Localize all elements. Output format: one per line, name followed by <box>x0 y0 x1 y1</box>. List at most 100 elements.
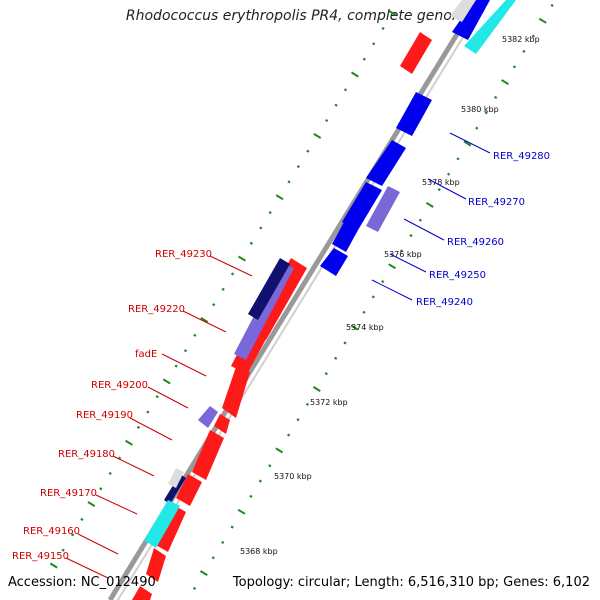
minor-tick-dot <box>296 418 300 422</box>
tick-dots <box>49 3 554 591</box>
gene-label[interactable]: RER_49160 <box>23 526 80 537</box>
minor-tick-dot <box>325 118 329 123</box>
minor-tick-dot <box>268 464 272 468</box>
minor-tick-dot <box>334 356 338 360</box>
feature-purple[interactable] <box>198 406 218 428</box>
minor-tick-dot <box>550 3 554 7</box>
minor-tick-dot <box>155 395 159 399</box>
minor-tick-dot <box>409 233 413 238</box>
leader-line <box>95 494 138 515</box>
gene-arrow-reverse[interactable] <box>154 504 186 552</box>
major-tick-mark <box>350 71 359 78</box>
feature-cyan[interactable] <box>144 500 180 548</box>
tick-label-5372: 5372 kbp <box>310 398 348 407</box>
gene-arrow-reverse[interactable] <box>222 364 250 418</box>
minor-tick-dot <box>183 349 188 353</box>
minor-tick-dot <box>381 280 385 284</box>
gene-label[interactable]: RER_49200 <box>91 380 148 391</box>
minor-tick-dot <box>324 372 328 376</box>
tick-label-5382: 5382 kbp <box>502 35 540 44</box>
tick-label-5376: 5376 kbp <box>384 250 422 259</box>
gene-label[interactable]: RER_49190 <box>76 410 133 421</box>
gene-arrow-forward[interactable] <box>452 0 490 40</box>
major-tick-mark <box>275 194 284 201</box>
gene-label[interactable]: RER_49250 <box>429 270 486 281</box>
gene-arrow-reverse[interactable] <box>176 474 202 506</box>
gene-label[interactable]: fadE <box>135 349 157 360</box>
gene-label[interactable]: RER_49240 <box>416 297 473 308</box>
leader-line <box>389 253 427 273</box>
minor-tick-dot <box>343 88 348 92</box>
minor-tick-dot <box>287 433 291 437</box>
gene-arrow-forward[interactable] <box>320 248 348 276</box>
minor-tick-dot <box>306 149 310 153</box>
major-tick-mark <box>313 132 322 139</box>
minor-tick-dot <box>211 556 215 560</box>
feature-navy[interactable] <box>164 474 186 504</box>
gene-arrow-reverse[interactable] <box>146 548 166 582</box>
forward-strand-genes <box>320 0 490 276</box>
feature-grey-bar <box>450 0 476 22</box>
accession-label: Accession: NC_012490 <box>8 575 156 590</box>
minor-tick-dot <box>212 303 216 307</box>
minor-tick-dot <box>258 479 262 483</box>
tick-label-5380: 5380 kbp <box>461 105 499 114</box>
minor-tick-dot <box>381 26 385 31</box>
gene-label[interactable]: RER_49260 <box>447 237 504 248</box>
feature-navy[interactable] <box>248 258 290 320</box>
gene-arrow-reverse[interactable] <box>192 430 224 480</box>
gene-arrow-forward[interactable] <box>342 182 382 230</box>
minor-tick-dot <box>362 57 366 61</box>
reverse-gene-labels: RER_49230 RER_49220 fadE RER_49200 RER_4… <box>12 249 212 562</box>
minor-tick-dot <box>362 310 366 314</box>
minor-tick-dot <box>192 586 197 591</box>
minor-tick-dot <box>531 34 535 38</box>
gene-arrow-forward[interactable] <box>396 92 432 136</box>
gene-label[interactable]: RER_49170 <box>40 488 97 499</box>
gene-arrow-reverse[interactable] <box>214 414 230 434</box>
map-title: Rhodococcus erythropolis PR4, complete g… <box>125 8 475 24</box>
forward-gene-labels: RER_49280 RER_49270 RER_49260 RER_49250 … <box>416 151 550 308</box>
feature-cyan[interactable] <box>464 0 516 54</box>
forward-gene-leaders <box>371 132 491 301</box>
minor-tick-dot <box>146 410 150 414</box>
minor-tick-dot <box>70 533 75 537</box>
gene-label[interactable]: RER_49230 <box>155 249 212 260</box>
major-tick-mark <box>388 263 397 270</box>
feature-purple[interactable] <box>366 186 400 232</box>
gene-label[interactable]: RER_49180 <box>58 449 115 460</box>
minor-tick-dot <box>447 172 451 176</box>
minor-tick-dot <box>494 95 498 100</box>
gene-arrow-reverse[interactable] <box>132 586 152 600</box>
minor-tick-dot <box>61 548 65 552</box>
feature-light-grey <box>168 468 184 488</box>
gene-label[interactable]: RER_49150 <box>12 551 69 562</box>
gene-arrow-forward[interactable] <box>366 140 406 186</box>
leader-line <box>112 455 155 477</box>
gene-label[interactable]: RER_49280 <box>493 151 550 162</box>
gene-label[interactable]: RER_49220 <box>128 304 185 315</box>
major-tick-mark <box>312 386 321 392</box>
gene-arrow-reverse[interactable] <box>400 32 432 74</box>
gene-label[interactable]: RER_49270 <box>468 197 525 208</box>
major-tick-mark <box>237 508 246 515</box>
minor-tick-dot <box>484 111 488 115</box>
minor-tick-dot <box>437 187 441 192</box>
gene-arrow-forward[interactable] <box>332 222 358 252</box>
major-tick-mark <box>275 447 284 454</box>
leader-line <box>129 417 173 441</box>
minor-tick-dot <box>343 341 347 345</box>
minor-tick-dot <box>512 65 517 69</box>
leader-line <box>161 353 207 377</box>
leader-line <box>209 255 253 277</box>
leader-line <box>427 178 467 200</box>
scale-ticks: 5368 kbp 5370 kbp 5372 kbp 5374 kbp 5376… <box>240 35 540 556</box>
major-tick-mark <box>199 570 208 577</box>
minor-tick-dot <box>371 295 375 299</box>
feature-purple[interactable] <box>234 262 294 360</box>
major-tick-mark <box>162 378 171 385</box>
major-tick-mark <box>538 17 547 24</box>
minor-tick-dot <box>249 494 253 498</box>
leader-line <box>147 386 189 409</box>
minor-tick-dot <box>174 364 178 368</box>
